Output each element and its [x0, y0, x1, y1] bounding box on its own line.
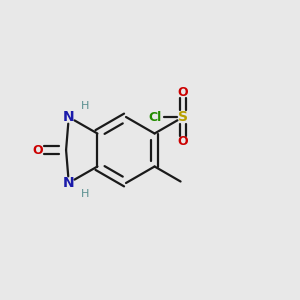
Text: O: O	[178, 135, 188, 148]
Text: S: S	[178, 110, 188, 124]
Text: N: N	[63, 176, 75, 190]
Text: Cl: Cl	[148, 110, 162, 124]
Text: O: O	[33, 143, 43, 157]
Text: N: N	[63, 110, 75, 124]
Text: H: H	[81, 189, 89, 199]
Text: H: H	[81, 101, 89, 111]
Text: O: O	[178, 86, 188, 99]
